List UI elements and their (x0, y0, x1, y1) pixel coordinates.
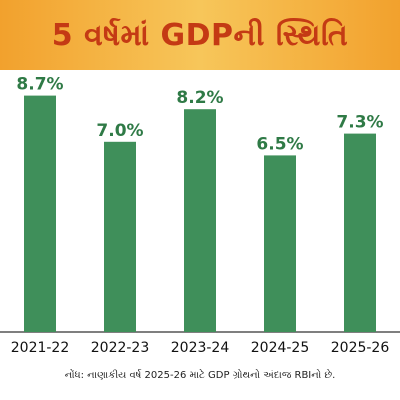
chart-title: 5 વર્ષમાં GDPની સ્થિતિ (51, 17, 349, 53)
value-label-2023-24: 8.2% (176, 88, 223, 108)
bar-2021-22 (24, 95, 56, 332)
title-banner: 5 વર્ષમાં GDPની સ્થિતિ (0, 0, 400, 70)
bar-2025-26 (344, 133, 376, 332)
bar-2024-25 (264, 155, 296, 332)
x-tick-labels-group: 2021-22 2022-23 2023-24 2024-25 2025-26 (11, 340, 390, 356)
value-label-2024-25: 6.5% (256, 134, 303, 154)
bars-group (24, 95, 376, 332)
bar-2023-24 (184, 109, 216, 332)
x-tick-label-2024-25: 2024-25 (251, 340, 310, 356)
x-tick-label-2022-23: 2022-23 (91, 340, 150, 356)
value-label-2025-26: 7.3% (336, 113, 383, 133)
x-tick-label-2021-22: 2021-22 (11, 340, 70, 356)
value-label-2021-22: 8.7% (16, 75, 63, 95)
value-labels-group: 8.7% 7.0% 8.2% 6.5% 7.3% (16, 75, 383, 155)
x-tick-label-2025-26: 2025-26 (331, 340, 390, 356)
footnote: નોંધ: નાણાકીય વર્ષ 2025-26 માટે GDP ગ્રો… (64, 370, 336, 381)
x-tick-label-2023-24: 2023-24 (171, 340, 230, 356)
value-label-2022-23: 7.0% (96, 121, 143, 141)
bar-2022-23 (104, 141, 136, 332)
